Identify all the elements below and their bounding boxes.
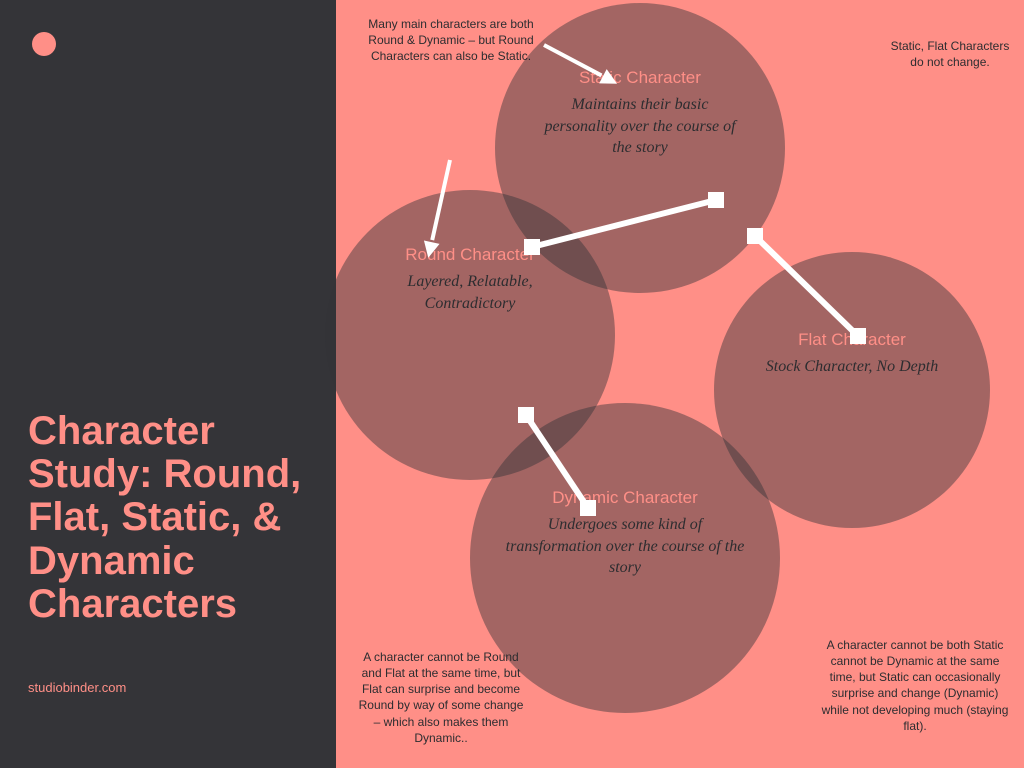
note-bottom-right: A character cannot be both Static cannot… — [820, 637, 1010, 734]
desc-flat: Stock Character, No Depth — [752, 356, 952, 378]
sidebar: Character Study: Round, Flat, Static, & … — [0, 0, 336, 768]
page-title: Character Study: Round, Flat, Static, & … — [28, 410, 318, 626]
note-top-right: Static, Flat Characters do not change. — [890, 38, 1010, 70]
source-label: studiobinder.com — [28, 680, 126, 695]
title-dynamic: Dynamic Character — [505, 488, 745, 508]
title-static: Static Character — [540, 68, 740, 88]
diagram-canvas: Static Character Maintains their basic p… — [336, 0, 1024, 768]
desc-round: Layered, Relatable, Contradictory — [370, 271, 570, 314]
label-static: Static Character Maintains their basic p… — [540, 68, 740, 159]
label-round: Round Character Layered, Relatable, Cont… — [370, 245, 570, 314]
note-bottom-left: A character cannot be Round and Flat at … — [356, 649, 526, 746]
desc-static: Maintains their basic personality over t… — [540, 94, 740, 159]
accent-dot — [32, 32, 56, 56]
note-top-left: Many main characters are both Round & Dy… — [366, 16, 536, 65]
desc-dynamic: Undergoes some kind of transformation ov… — [505, 514, 745, 579]
label-dynamic: Dynamic Character Undergoes some kind of… — [505, 488, 745, 579]
